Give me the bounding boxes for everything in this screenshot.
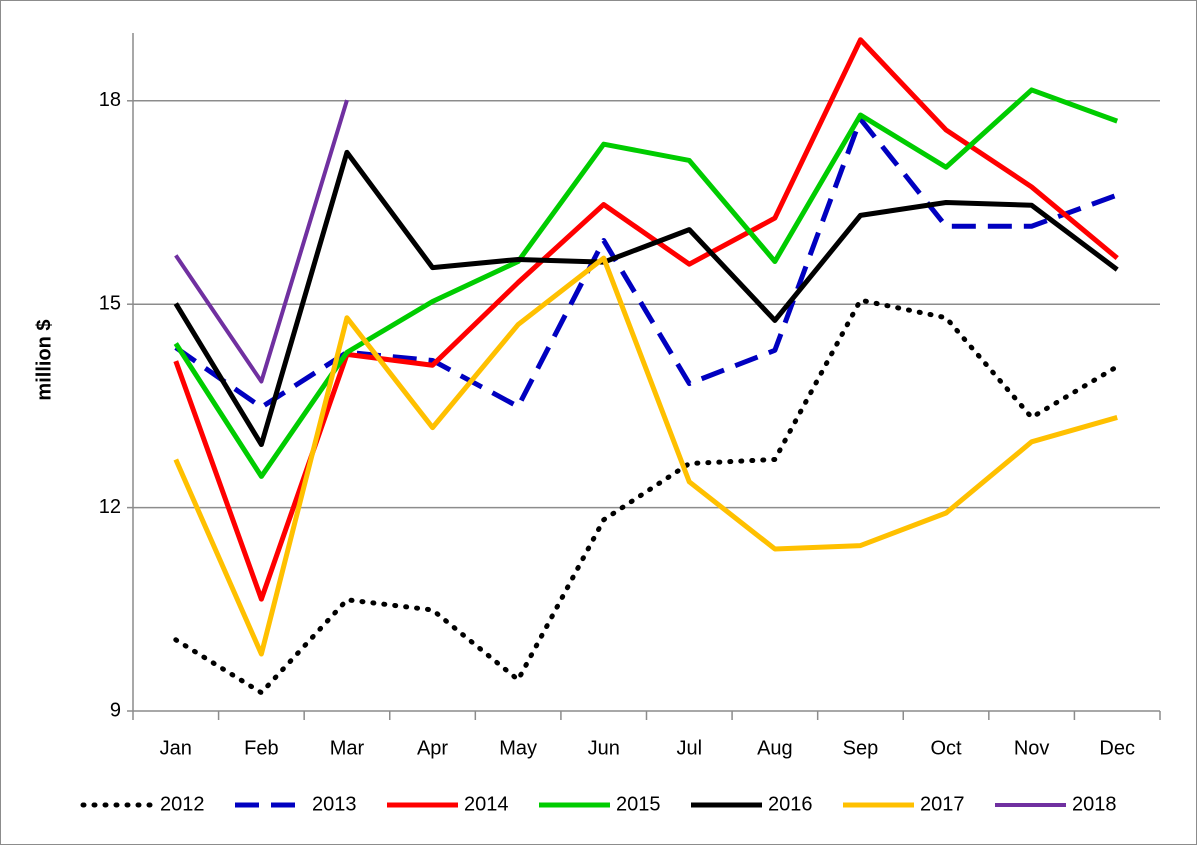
- y-tick-label: 18: [99, 89, 121, 111]
- x-tick-label: Feb: [244, 737, 278, 759]
- x-tick-label: May: [499, 737, 537, 759]
- series-line: [174, 99, 349, 384]
- x-tick-label: Jun: [588, 737, 620, 759]
- x-tick-label: Aug: [757, 737, 793, 759]
- y-axis-label: million $: [33, 319, 55, 400]
- x-tick-label: Oct: [930, 737, 962, 759]
- legend-label: 2018: [1072, 793, 1117, 815]
- x-tick-label: Jul: [677, 737, 703, 759]
- x-tick-label: Dec: [1099, 737, 1135, 759]
- x-tick-label: Mar: [330, 737, 365, 759]
- x-tick-label: Apr: [417, 737, 448, 759]
- series-line: [173, 255, 1118, 657]
- legend-label: 2012: [160, 793, 205, 815]
- x-tick-label: Jan: [160, 737, 192, 759]
- series-line: [173, 37, 1119, 602]
- y-tick-label: 9: [110, 699, 121, 721]
- legend-label: 2013: [312, 793, 357, 815]
- legend-label: 2016: [768, 793, 813, 815]
- x-tick-label: Sep: [843, 737, 879, 759]
- x-tick-label: Nov: [1014, 737, 1050, 759]
- y-tick-label: 12: [99, 496, 121, 518]
- legend-label: 2015: [616, 793, 661, 815]
- series-line: [174, 116, 1119, 410]
- legend-label: 2014: [464, 793, 509, 815]
- legend-label: 2017: [920, 793, 965, 815]
- y-tick-label: 15: [99, 292, 121, 314]
- series-line: [173, 149, 1119, 448]
